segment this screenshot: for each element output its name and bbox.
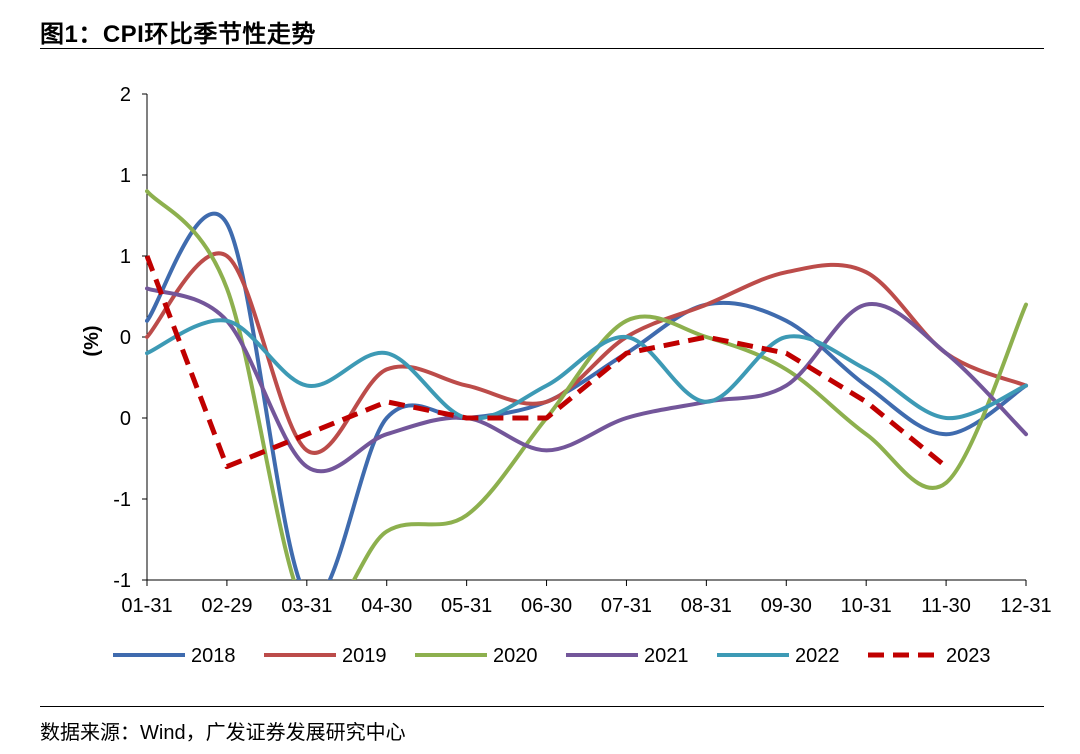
y-tick-label: 0: [120, 408, 131, 430]
y-tick-label: 0: [120, 327, 131, 349]
x-tick-label: 09-30: [761, 595, 812, 617]
legend-label-2021: 2021: [644, 645, 689, 667]
legend-label-2019: 2019: [342, 645, 387, 667]
x-tick-label: 10-31: [841, 595, 892, 617]
series-line-2019: [145, 251, 1028, 455]
y-tick-label: -1: [113, 570, 131, 592]
series-line-2020: [145, 189, 1028, 580]
x-tick-label: 12-31: [1000, 595, 1051, 617]
x-tick-label: 03-31: [281, 595, 332, 617]
x-tick-label: 11-30: [921, 595, 971, 617]
series-line-2023: [145, 255, 948, 470]
y-tick-label: -1: [113, 489, 131, 511]
series-line-2022: [145, 318, 1028, 421]
legend-label-2018: 2018: [191, 645, 236, 667]
title-bar: 图1：CPI环比季节性走势: [40, 8, 1044, 48]
cpi-chart: 2 1 1 0 0 -1 -1 01-31 02-29 03-31 04-30 05-31 06-30 0…: [81, 84, 1052, 667]
x-tick-label: 02-29: [201, 595, 252, 617]
x-tick-label: 08-31: [681, 595, 732, 617]
legend-label-2023: 2023: [946, 645, 991, 667]
y-tick-label: 2: [120, 84, 131, 106]
legend-label-2020: 2020: [493, 645, 538, 667]
y-tick-label: 1: [120, 165, 131, 187]
chart-title: 图1：CPI环比季节性走势: [40, 21, 316, 48]
x-tick-label: 07-31: [601, 595, 652, 617]
series-line-2018: [145, 211, 1028, 580]
y-axis-title: (%): [81, 325, 103, 356]
title-divider: [40, 48, 1044, 49]
chart-container: 2 1 1 0 0 -1 -1 01-31 02-29 03-31 04-30 05-31 06-30 0…: [0, 50, 1080, 700]
x-tick-label: 05-31: [441, 595, 492, 617]
y-tick-label: 1: [120, 246, 131, 268]
x-tick-label: 04-30: [361, 595, 412, 617]
source-divider: [40, 706, 1044, 707]
x-tick-label: 06-30: [521, 595, 572, 617]
x-tick-label: 01-31: [121, 595, 172, 617]
legend-label-2022: 2022: [795, 645, 840, 667]
source-note: 数据来源：Wind，广发证券发展研究中心: [40, 722, 406, 744]
